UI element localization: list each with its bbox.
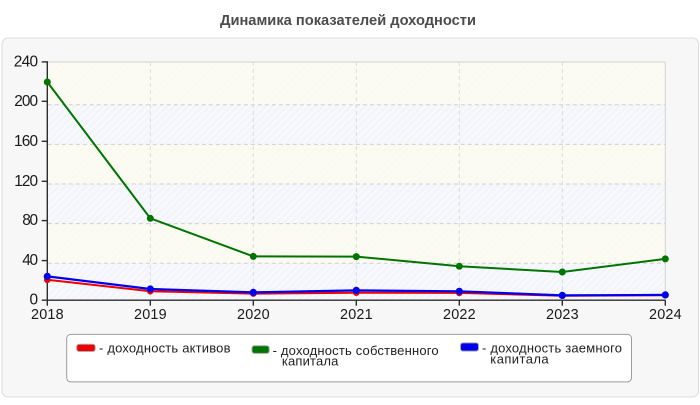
svg-text:160: 160	[14, 133, 38, 150]
svg-text:2018: 2018	[31, 307, 64, 323]
svg-text:2024: 2024	[649, 307, 682, 323]
svg-text:Динамика показателей доходност: Динамика показателей доходности	[220, 12, 476, 29]
svg-text:- доходность заемного: - доходность заемного	[482, 340, 622, 355]
svg-text:120: 120	[14, 173, 38, 190]
svg-text:80: 80	[22, 212, 38, 229]
svg-text:40: 40	[22, 252, 38, 269]
svg-text:2023: 2023	[546, 307, 579, 323]
svg-text:капитала: капитала	[282, 354, 339, 369]
svg-text:2019: 2019	[134, 307, 167, 323]
svg-text:2020: 2020	[237, 307, 270, 323]
svg-text:2022: 2022	[443, 307, 476, 323]
svg-text:капитала: капитала	[490, 352, 549, 367]
svg-text:- доходность активов: - доходность активов	[99, 341, 231, 356]
svg-text:2021: 2021	[340, 307, 373, 323]
svg-text:200: 200	[14, 93, 38, 110]
svg-text:0: 0	[29, 292, 38, 309]
svg-text:240: 240	[14, 53, 38, 70]
svg-text:- доходность собственного: - доходность собственного	[273, 343, 439, 358]
